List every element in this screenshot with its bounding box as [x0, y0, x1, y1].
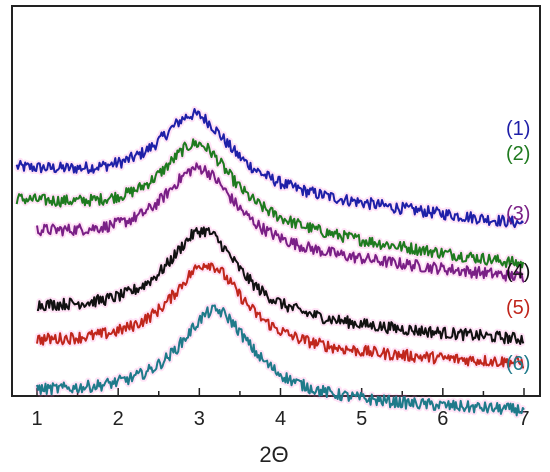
x-ticks: 1 2 3 4 5 6 7: [31, 388, 530, 430]
x-tick-label: 4: [275, 408, 286, 430]
x-tick-label: 1: [31, 408, 42, 430]
series-line-2: [15, 138, 525, 269]
x-tick-label: 5: [356, 408, 367, 430]
series-line-4: [36, 226, 525, 345]
plot-frame: [11, 5, 541, 397]
series-label-3: (3): [506, 203, 530, 225]
series-labels: (1) (2) (3) (4) (5) (6): [506, 118, 530, 375]
series-line-3: [36, 162, 525, 283]
series-halo: [13, 136, 527, 271]
series-line-1: [15, 108, 524, 229]
series-label-1: (1): [506, 118, 530, 140]
series-label-6: (6): [506, 353, 530, 375]
series-curves: [13, 106, 527, 419]
series-line-6: [36, 304, 525, 417]
x-axis-title: 2Θ: [259, 442, 288, 467]
x-tick-label: 6: [437, 408, 448, 430]
x-tick-label: 7: [518, 408, 529, 430]
series-label-2: (2): [506, 143, 530, 165]
x-tick-label: 2: [113, 408, 124, 430]
series-label-5: (5): [506, 297, 530, 319]
series-line-5: [36, 262, 525, 369]
x-tick-label: 3: [194, 408, 205, 430]
series-halo: [34, 260, 526, 371]
series-label-4: (4): [506, 261, 530, 283]
